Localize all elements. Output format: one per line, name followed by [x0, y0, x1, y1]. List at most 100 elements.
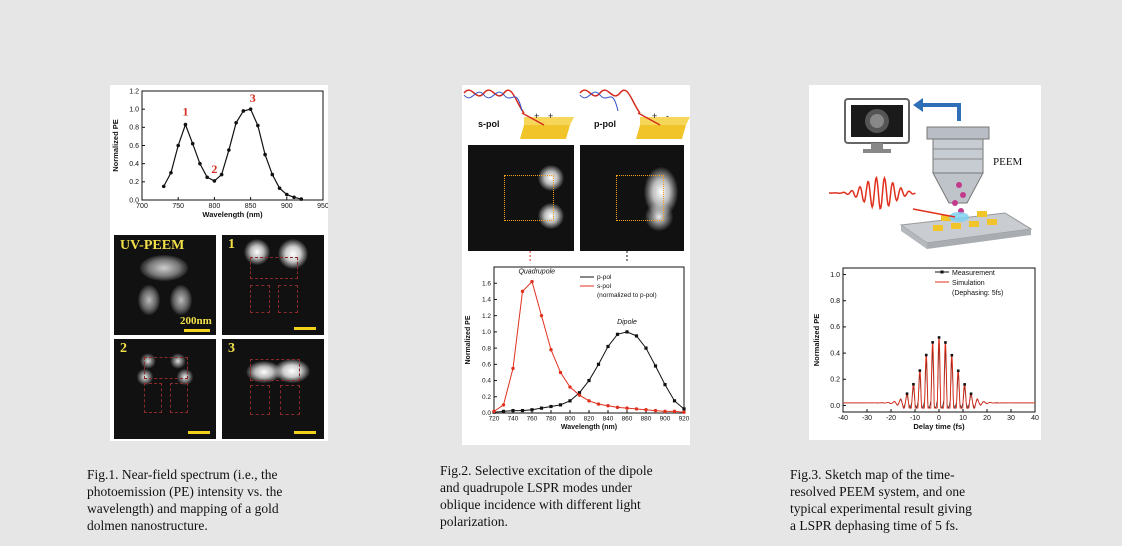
legend-note: (Dephasing: 5fs): [952, 290, 1003, 297]
fig2-peem-image-s: [468, 145, 574, 251]
data-point: [285, 192, 289, 197]
data-point: [549, 404, 553, 409]
x-axis-label: Wavelength (nm): [561, 424, 617, 431]
peem-label: PEEM: [993, 156, 1023, 168]
data-point: [663, 409, 667, 414]
svg-text:+: +: [548, 111, 553, 121]
data-point: [653, 364, 658, 368]
x-tick-label: -40: [838, 415, 848, 422]
y-tick-label: 0.4: [129, 161, 139, 168]
y-tick-label: 1.4: [482, 297, 491, 304]
fig1-peem-image-uv: UV-PEEM 200nm: [114, 235, 216, 335]
fig1-image-label: 3: [228, 341, 235, 356]
fig1-image-label: 1: [228, 237, 235, 252]
data-point: [511, 366, 515, 371]
data-point: [190, 141, 195, 146]
data-point: [587, 399, 591, 403]
y-axis-label: Normalized PE: [111, 119, 120, 172]
x-tick-label: 900: [281, 203, 293, 210]
data-point: [568, 399, 572, 403]
data-point: [606, 344, 610, 349]
data-point: [520, 289, 525, 294]
y-tick-label: 0.8: [129, 125, 139, 132]
y-tick-label: 0.6: [830, 324, 840, 331]
y-tick-label: 0.4: [830, 350, 840, 357]
legend-marker: [940, 270, 944, 274]
peem-column-icon: [926, 126, 990, 140]
y-tick-label: 1.2: [129, 88, 139, 95]
substrate-left: [520, 125, 570, 139]
fig2-caption: Fig.2. Selective excitation of the dipol…: [440, 462, 710, 530]
data-point: [924, 353, 928, 357]
fig3-panel: PEEM -40 -30 -20 -10 0 10 20 30 40 0.0 0.2 0.4 0.6 0.…: [809, 85, 1041, 440]
x-tick-label: 0: [937, 415, 941, 422]
x-tick-label: 860: [622, 416, 633, 423]
data-point: [644, 346, 648, 350]
fig1-peem-image-1: 1: [222, 235, 324, 335]
data-point: [937, 336, 941, 339]
data-point: [299, 197, 304, 201]
data-point: [558, 370, 563, 375]
quadrupole-label: Quadrupole: [518, 268, 555, 275]
y-tick-label: 0.6: [129, 143, 139, 150]
y-tick-label: 0.2: [129, 179, 139, 186]
data-point: [905, 392, 909, 395]
data-point: [615, 405, 620, 410]
data-point: [596, 402, 601, 406]
data-point: [944, 341, 947, 344]
data-point: [672, 399, 677, 403]
data-point: [511, 408, 515, 413]
caption-line: wavelength) and mapping of a gold: [87, 501, 279, 516]
data-point: [672, 409, 677, 414]
data-point: [256, 123, 260, 128]
x-tick-label: 740: [508, 416, 519, 423]
plot-frame: [493, 266, 685, 414]
x-tick-label: 800: [209, 203, 221, 210]
svg-text:-: -: [666, 111, 669, 121]
y-tick-label: 0.0: [482, 410, 491, 417]
legend-label: s-pol: [597, 283, 612, 290]
fig1-scale-bar: [188, 431, 210, 434]
data-point: [912, 382, 915, 386]
data-point: [539, 313, 544, 318]
fig1-panel: 700 750 800 850 900 950 0.0 0.2 0.4 0.6 0.8 1.0 1.2 W…: [110, 85, 328, 441]
data-point: [558, 403, 563, 407]
y-tick-label: 0.4: [482, 378, 491, 385]
legend-label: p-pol: [597, 274, 612, 281]
x-tick-label: -10: [910, 415, 920, 422]
legend-note: (normalized to p-pol): [597, 292, 657, 299]
data-point: [234, 120, 238, 125]
fig3-peem-schematic: PEEM: [829, 98, 1033, 249]
data-point: [501, 403, 506, 407]
caption-line: a LSPR dephasing time of 5 fs.: [790, 518, 959, 533]
fig1-spectrum-chart: 700 750 800 850 900 950 0.0 0.2 0.4 0.6 0.8 1.0 1.2 W…: [111, 88, 328, 219]
data-point: [263, 152, 267, 157]
data-point: [918, 369, 922, 372]
caption-line: Fig.2. Selective excitation of the dipol…: [440, 463, 653, 478]
data-point: [520, 408, 525, 413]
caption-line: Fig.1. Near-field spectrum (i.e., the: [87, 467, 278, 482]
data-point: [615, 332, 620, 336]
fig3-delay-chart: -40 -30 -20 -10 0 10 20 30 40 0.0 0.2 0.4 0.6 0.8 1.0 D…: [812, 267, 1039, 431]
x-tick-label: -30: [862, 415, 872, 422]
data-point: [270, 172, 275, 177]
data-point: [653, 408, 658, 413]
laser-pulse-icon: [829, 175, 916, 210]
data-point: [169, 170, 173, 175]
fig1-peem-image-2: 2: [114, 339, 216, 439]
data-point: [625, 330, 629, 334]
data-point: [501, 409, 506, 413]
y-tick-label: 0.8: [830, 298, 840, 305]
data-point: [549, 348, 553, 352]
x-tick-label: 900: [660, 416, 671, 423]
legend-label: Measurement: [952, 270, 995, 277]
data-point: [212, 179, 217, 183]
y-tick-label: 0.0: [129, 197, 139, 204]
x-tick-label: 840: [603, 416, 614, 423]
peak-label: 3: [250, 91, 256, 105]
data-point: [492, 409, 496, 414]
caption-line: Fig.3. Sketch map of the time-: [790, 467, 955, 482]
data-point: [219, 172, 224, 177]
spectrum-line: [163, 108, 302, 200]
fig2-panel: + + s-pol + - p-pol 720 740 760 780 800 820 84…: [462, 85, 690, 445]
